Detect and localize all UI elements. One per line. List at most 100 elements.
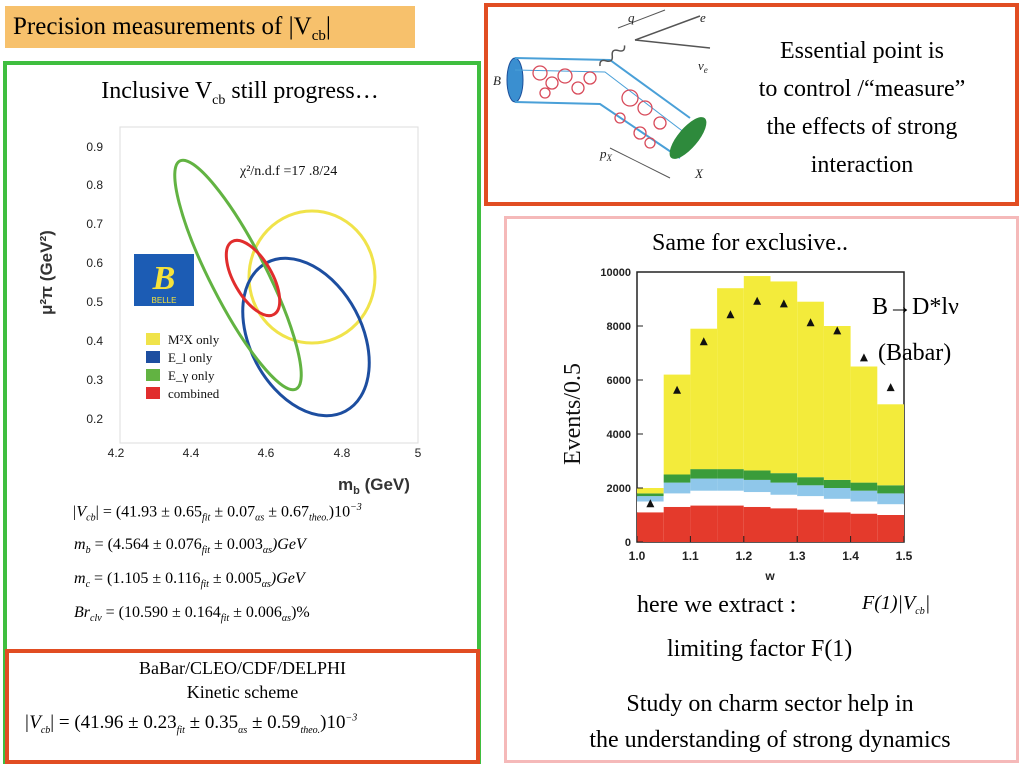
text-line: interaction <box>810 152 914 178</box>
bar-segment <box>877 493 904 505</box>
strong-interaction-panel <box>484 3 1019 206</box>
data-point <box>646 499 655 508</box>
bar-segment <box>797 509 824 542</box>
bar-segment <box>797 485 824 497</box>
legend-label: E_l only <box>168 350 213 365</box>
belle-logo-text: BELLE <box>152 296 177 305</box>
x-axis-label: w <box>764 569 775 583</box>
neutrino-line <box>634 39 711 49</box>
data-point <box>726 310 735 319</box>
bar-segment <box>717 478 744 491</box>
kinetic-text: BaBar/CLEO/CDF/DELPHI Kinetic scheme <box>10 656 475 704</box>
y-tick: 0.8 <box>86 178 103 192</box>
label-b: B <box>493 73 501 88</box>
legend-swatch <box>146 351 160 363</box>
label-nu: νe <box>698 58 708 75</box>
feynman-diagram: q e νe B pX X <box>493 9 711 181</box>
mb-equation: mb = (4.564 ± 0.076fit ± 0.003αs)GeV <box>74 536 306 557</box>
bar-segment <box>850 513 878 542</box>
bar-segment <box>877 515 904 542</box>
bar-segment <box>690 490 718 506</box>
bar-segment <box>717 469 744 479</box>
x-hadron-icon <box>669 117 707 159</box>
chart-points <box>646 296 895 508</box>
br-equation: Brclν = (10.590 ± 0.164fit ± 0.006αs)% <box>74 604 310 625</box>
x-tick: 1.2 <box>735 549 752 563</box>
heading-end: still progress… <box>225 78 379 104</box>
b-meson-icon <box>506 57 524 103</box>
y-tick-labels: 0.9 0.8 0.7 0.6 0.5 0.4 0.3 0.2 <box>86 140 103 426</box>
kinetic-box <box>5 649 480 764</box>
x-tick: 1.1 <box>682 549 699 563</box>
data-point <box>886 383 895 392</box>
gluon-loops <box>532 65 667 149</box>
x-tick: 1.0 <box>629 549 646 563</box>
bar-segment <box>663 474 691 483</box>
bar-segment <box>877 504 904 515</box>
quark-line <box>514 57 691 119</box>
slide-title: Precision measurements of |Vcb| <box>5 6 415 48</box>
x-tick: 4.8 <box>334 446 351 460</box>
eg-only-contour <box>173 158 303 392</box>
y-tick: 6000 <box>607 375 631 387</box>
vcb-equation: |Vcb| = (41.93 ± 0.65fit ± 0.07αs ± 0.67… <box>72 502 362 524</box>
bar-segment <box>823 479 851 488</box>
extract-formula: F(1)|Vcb| <box>862 592 931 617</box>
data-point <box>806 318 815 327</box>
bar-segment <box>717 490 744 506</box>
x-tick-labels: 1.0 1.1 1.2 1.3 1.4 1.5 <box>629 536 913 563</box>
data-point <box>673 385 682 394</box>
bar-segment <box>850 490 878 502</box>
bar-segment <box>797 496 824 510</box>
kinetic-line1: BaBar/CLEO/CDF/DELPHI <box>139 658 346 678</box>
bar-segment <box>823 488 851 499</box>
bar-segment <box>690 505 718 542</box>
data-point <box>753 296 762 305</box>
bar-segment <box>850 366 878 483</box>
label-x: X <box>694 166 704 181</box>
x-tick: 1.4 <box>842 549 859 563</box>
legend-label: E_γ only <box>168 368 215 383</box>
bar-segment <box>797 301 824 478</box>
exclusive-heading: Same for exclusive.. <box>652 230 848 256</box>
legend-label: combined <box>168 386 220 401</box>
bar-segment <box>770 494 798 509</box>
kinetic-equation: |Vcb| = (41.96 ± 0.23fit ± 0.35αs ± 0.59… <box>24 712 358 736</box>
bar-segment <box>743 276 771 471</box>
bar-segment <box>637 488 664 494</box>
bar-segment <box>770 482 798 495</box>
bar-segment <box>770 281 798 474</box>
belle-logo <box>134 254 194 306</box>
px-arrow <box>609 147 671 179</box>
y-tick: 8000 <box>607 321 631 333</box>
x-tick: 4.4 <box>183 446 200 460</box>
text-line: the effects of strong <box>766 114 958 140</box>
y-tick: 2000 <box>607 483 631 495</box>
x-tick: 1.3 <box>789 549 806 563</box>
bar-segment <box>850 501 878 514</box>
heading-main: Inclusive V <box>101 78 213 104</box>
bar-segment <box>877 485 904 494</box>
kinetic-line2: Kinetic scheme <box>186 682 299 702</box>
bar-segment <box>743 479 771 493</box>
y-axis-label: Events/0.5 <box>560 363 586 465</box>
strong-interaction-text: Essential point is to control /“measure”… <box>712 32 1012 184</box>
bar-segment <box>823 498 851 513</box>
y-tick: 0.5 <box>86 295 103 309</box>
extract-text: here we extract : <box>637 592 797 618</box>
chart-bars <box>637 276 904 542</box>
bar-segment <box>770 508 798 542</box>
belle-fit-plot: 0.9 0.8 0.7 0.6 0.5 0.4 0.3 0.2 4.2 4.4 … <box>37 126 422 497</box>
title-sub: cb <box>311 28 326 44</box>
y-tick: 10000 <box>600 267 631 279</box>
bar-segment <box>637 512 664 542</box>
text-line: to control /“measure” <box>758 76 966 102</box>
study-text: Study on charm sector help in the unders… <box>515 686 1024 758</box>
data-point <box>779 299 788 308</box>
study-line2: the understanding of strong dynamics <box>589 727 951 753</box>
belle-logo-letter: B <box>152 260 176 297</box>
y-tick: 0.9 <box>86 140 103 154</box>
title-end: | <box>325 13 331 40</box>
legend-swatch <box>146 387 160 399</box>
